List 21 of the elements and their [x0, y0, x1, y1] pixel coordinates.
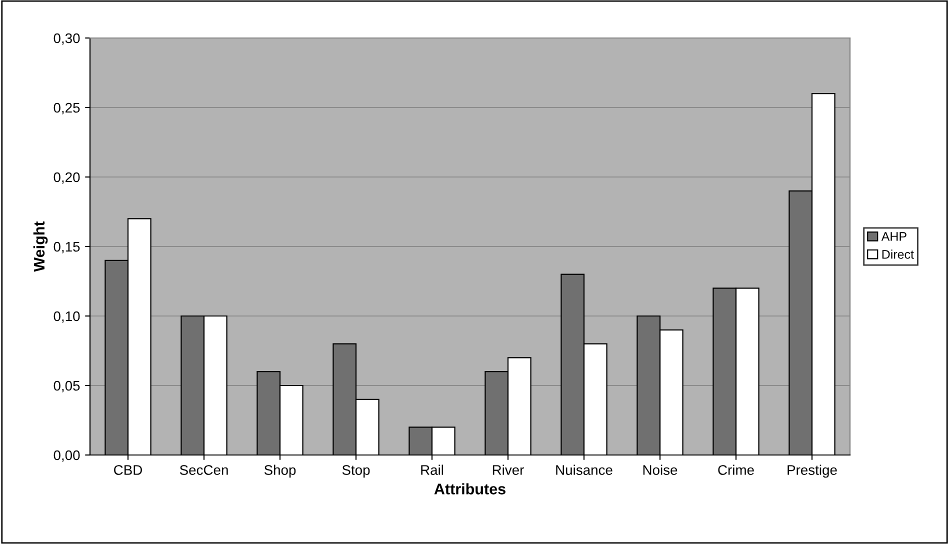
x-tick-label: River [492, 464, 524, 475]
y-tick-label: 0,10 [54, 311, 80, 323]
x-tick-label: Stop [342, 465, 370, 478]
y-tick-label: 0,25 [54, 102, 80, 114]
x-tick-label: Crime [718, 464, 754, 475]
y-tick-label: 0,20 [54, 172, 80, 184]
x-tick-label: CBD [114, 465, 142, 475]
x-tick-label: Nuisance [556, 464, 612, 475]
x-axis-title: Attributes [434, 483, 506, 494]
legend-label: AHP [881, 232, 906, 241]
y-tick-label: 0,00 [54, 450, 80, 462]
x-tick-label: Prestige [788, 464, 837, 478]
x-tick-label: SecCen [180, 465, 228, 475]
y-tick-label: 0,05 [54, 380, 80, 392]
y-axis-title: Weight [33, 221, 48, 272]
x-tick-label: Noise [643, 464, 678, 475]
y-tick-label: 0,30 [54, 33, 80, 45]
y-tick-label: 0,15 [54, 242, 80, 254]
x-tick-label: Shop [264, 464, 296, 478]
legend-label: Direct [882, 250, 914, 259]
x-tick-label: Rail [421, 464, 444, 475]
